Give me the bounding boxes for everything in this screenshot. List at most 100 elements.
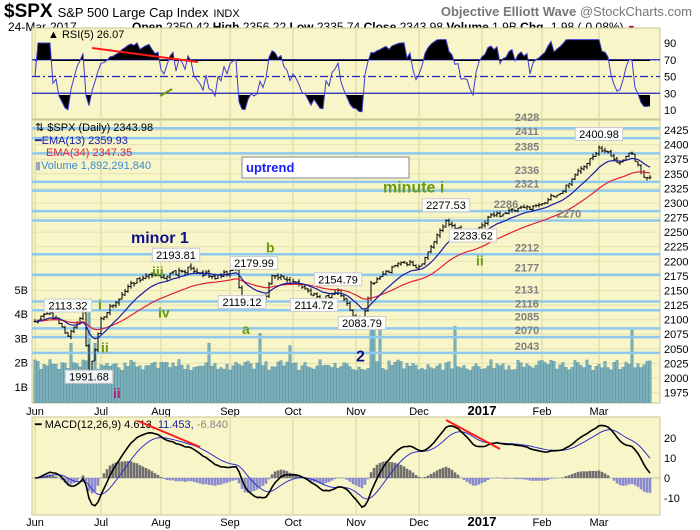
volume-bar [486,365,490,403]
price-bar [597,145,601,156]
macd-histogram-bar [207,478,211,485]
macd-histogram-bar [51,475,55,478]
macd-histogram-bar [369,472,373,478]
support-label: 2270 [557,208,581,220]
volume-bar [306,366,310,403]
price-tick-label: 2050 [664,344,688,356]
price-bar [507,208,511,215]
macd-legend: ━ MACD(12,26,9) 4.613, 11.453, -6.840 [34,419,228,431]
uptrend-label: uptrend [246,160,294,175]
macd-histogram-bar [225,478,229,483]
volume-bar [165,362,169,403]
volume-bar [543,362,547,403]
price-legend-title: ⇅ $SPX (Daily) 2343.98 [35,122,153,134]
volume-bar [372,323,376,403]
volume-bar [366,368,370,403]
macd-trend-line-1 [137,420,201,448]
macd-histogram-bar [585,471,589,478]
price-bar [45,312,49,315]
x-tick-label: Mar [590,517,609,529]
macd-histogram-bar [279,469,283,478]
volume-bar [183,368,187,403]
price-bar [630,151,634,156]
price-bar [159,273,163,279]
price-bar [138,277,142,283]
price-bar [567,183,571,189]
support-label: 2428 [515,112,539,124]
x-tick-label: Jun [26,517,44,529]
support-label: 2321 [515,179,539,191]
x-tick-label: Jun [26,406,44,418]
price-bar [408,259,412,266]
macd-histogram-bar [471,478,475,486]
macd-histogram-bar [552,478,556,479]
macd-histogram-bar [276,470,280,478]
rsi-panel: 90 70 50 30 10 ▲ RSI(5) 26.07 [31,27,676,120]
price-tick-label: 2375 [664,154,688,166]
volume-bar [555,368,559,403]
volume-bar [519,362,523,403]
price-bar [312,292,316,297]
price-bar [579,166,583,174]
price-bar [168,272,172,279]
price-bar [648,175,652,180]
volume-bar [174,366,178,403]
price-tick-label: 2150 [664,285,688,297]
price-callout-box [448,228,498,243]
price-tick-label: 2125 [664,300,688,312]
volume-bar [321,365,325,403]
macd-histogram-bar [480,478,484,484]
volume-bar [516,359,520,403]
x-tick-label: 2017 [468,403,497,418]
volume-bar [591,370,595,403]
macd-histogram-bar [372,467,376,478]
volume-bar [267,369,271,403]
price-bar [60,322,64,328]
volume-bar [216,369,220,403]
price-bar [129,280,133,289]
volume-bar [420,367,424,403]
wave-label: iii [152,264,164,280]
price-bar [72,326,76,334]
macd-tick-label: 10 [664,453,676,465]
volume-bar [624,361,628,403]
volume-bar [189,369,193,403]
volume-bar [570,367,574,403]
price-panel: 2425240023752350232523002275225022252200… [15,112,688,404]
volume-bar [450,368,454,403]
price-bar [432,240,436,249]
macd-histogram-bar [381,461,385,478]
price-bar [174,270,178,276]
ema13-line [34,157,651,340]
price-bar [276,273,280,281]
volume-bar [207,342,211,403]
price-bar [540,203,544,206]
macd-histogram-bar [66,478,70,485]
volume-bar [36,360,40,403]
volume-bar [78,366,82,403]
wave-label: minute i [383,179,444,196]
price-bar [525,205,529,210]
rsi-overbought-fill [35,39,650,61]
volume-bar [171,362,175,403]
price-bar [393,264,397,268]
volume-tick-label: 1B [15,382,28,394]
volume-bar [288,345,292,403]
volume-bar [129,359,133,403]
macd-histogram-bar [291,473,295,478]
price-callout-box [337,316,387,331]
price-tick-label: 2175 [664,271,688,283]
volume-bar [381,368,385,403]
macd-histogram-bar [354,478,358,486]
volume-bar [303,362,307,403]
price-callout-label: 2113.32 [49,301,88,313]
volume-bar [243,362,247,403]
macd-histogram-bar [177,478,181,482]
price-bar [42,312,46,319]
price-bar [267,282,271,298]
volume-bar [375,361,379,403]
macd-histogram-bar [573,472,577,478]
price-bar [210,275,214,280]
price-callout-box [64,369,114,384]
volume-bar [360,369,364,403]
